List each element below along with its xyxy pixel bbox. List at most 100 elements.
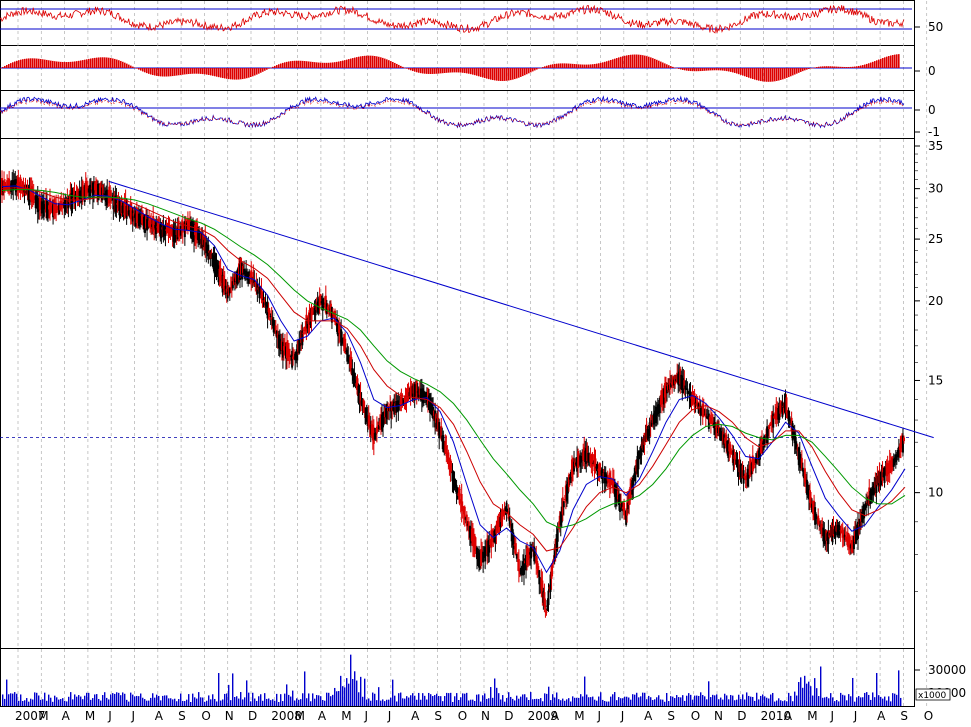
price-candle-body	[93, 183, 96, 191]
volume-bar	[330, 696, 332, 706]
histogram-bar	[520, 68, 522, 77]
price-candle-body	[596, 464, 599, 476]
momentum-signal-line	[0, 98, 905, 128]
price-candle-body	[893, 457, 896, 463]
price-candle-body	[522, 558, 525, 575]
histogram-bar	[78, 60, 80, 68]
price-candle-body	[805, 479, 808, 495]
price-candle-body	[270, 317, 273, 320]
price-candle-body	[838, 525, 841, 536]
price-candle-body	[123, 201, 126, 215]
price-candle-body	[315, 302, 318, 311]
price-candle-body	[635, 459, 638, 472]
histogram-bar	[650, 57, 652, 68]
histogram-bar	[614, 58, 616, 68]
volume-bar	[404, 698, 406, 706]
price-candle-body	[341, 337, 344, 340]
histogram-bar	[28, 58, 30, 68]
histogram-bar	[74, 61, 76, 68]
price-candle-body	[309, 312, 312, 325]
volume-bar	[494, 678, 496, 706]
price-candle-body	[665, 386, 668, 394]
price-candle-body	[598, 462, 601, 477]
volume-bar	[62, 698, 64, 706]
histogram-bar	[558, 63, 560, 68]
price-candle-body	[298, 339, 301, 354]
month-label: D	[737, 709, 746, 723]
volume-bar	[220, 700, 222, 706]
volume-bar	[618, 697, 620, 706]
price-candle-body	[49, 198, 52, 215]
price-candle-body	[643, 432, 646, 446]
price-candle-body	[282, 346, 285, 351]
price-candle-body	[306, 318, 309, 329]
histogram-bar	[788, 68, 790, 78]
histogram-bar	[364, 55, 366, 68]
histogram-bar	[584, 64, 586, 68]
price-candle-body	[227, 286, 230, 296]
price-candle-body	[53, 199, 56, 216]
volume-bar	[710, 697, 712, 706]
price-candle-body	[651, 415, 654, 423]
volume-bar	[350, 654, 352, 706]
volume-bar	[396, 701, 398, 706]
histogram-bar	[852, 66, 854, 68]
histogram-bar	[160, 68, 162, 77]
price-candle-body	[390, 401, 393, 419]
volume-bar	[96, 694, 98, 706]
volume-bar	[338, 691, 340, 706]
volume-bar	[876, 673, 878, 706]
price-candle-body	[736, 461, 739, 466]
volume-bar	[690, 694, 692, 706]
price-candle-body	[274, 325, 277, 334]
histogram-bar	[480, 68, 482, 77]
volume-bar	[558, 699, 560, 706]
price-candle-body	[66, 198, 69, 205]
volume-bar	[804, 675, 806, 706]
histogram-bar	[242, 68, 244, 80]
price-candle-body	[729, 444, 732, 454]
price-candle-body	[318, 295, 321, 307]
price-candle-body	[26, 187, 29, 196]
volume-bar	[360, 676, 362, 706]
price-candle-body	[258, 286, 261, 299]
histogram-bar	[396, 63, 398, 68]
price-candle-body	[702, 408, 705, 417]
histogram-bar	[440, 68, 442, 74]
price-candle-body	[119, 200, 122, 218]
price-candle-body	[745, 475, 748, 479]
volume-bar	[668, 701, 670, 706]
histogram-bar	[690, 68, 692, 72]
price-candle-body	[647, 429, 650, 431]
volume-bar	[572, 696, 574, 706]
volume-bar	[628, 697, 630, 706]
histogram-bar	[222, 68, 224, 79]
price-candle-body	[178, 229, 181, 231]
price-candle-body	[655, 407, 658, 416]
price-candle-body	[40, 201, 43, 214]
volume-bar	[134, 696, 136, 706]
price-candle-body	[694, 402, 697, 405]
price-candle-body	[834, 525, 837, 538]
volume-bar	[478, 694, 480, 706]
histogram-bar	[644, 55, 646, 68]
volume-bar	[40, 699, 42, 706]
price-candle-body	[780, 405, 783, 411]
price-candle-body	[302, 332, 305, 334]
price-candle-body	[615, 489, 618, 501]
price-candle-body	[141, 213, 144, 226]
volume-bar	[64, 700, 66, 706]
histogram-bar	[516, 68, 518, 79]
volume-bar	[856, 697, 858, 706]
histogram-bar	[36, 58, 38, 68]
price-candle-body	[207, 244, 210, 260]
histogram-bar	[200, 68, 202, 74]
volume-bar	[186, 699, 188, 706]
volume-bar	[10, 693, 12, 706]
price-candle-body	[417, 388, 420, 398]
price-candle-body	[676, 372, 679, 383]
histogram-bar	[180, 68, 182, 75]
price-candle-body	[325, 303, 328, 315]
price-candle-body	[437, 417, 440, 430]
